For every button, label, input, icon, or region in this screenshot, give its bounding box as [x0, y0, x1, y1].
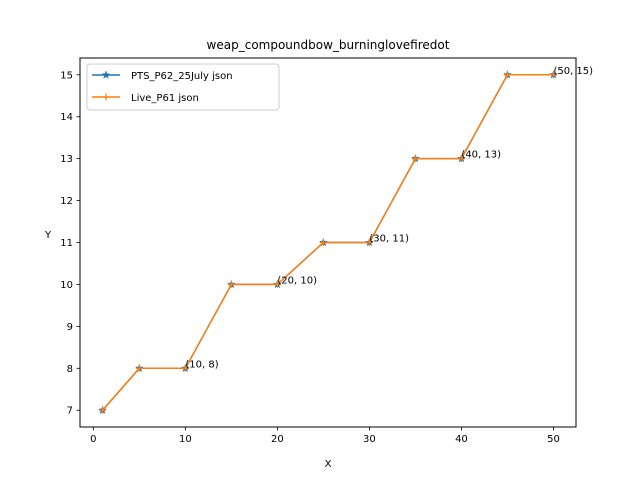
x-axis-label: X [325, 459, 332, 470]
series-2-point [273, 280, 281, 288]
y-tick-label: 12 [60, 196, 73, 207]
point-annotation: (50, 15) [553, 66, 593, 77]
y-tick-label: 7 [67, 406, 73, 417]
legend-label-1: PTS_P62_25July json [131, 71, 233, 82]
series-2-point [135, 364, 143, 372]
y-tick-label: 8 [67, 364, 73, 375]
y-tick-label: 15 [60, 70, 73, 81]
series-layer [98, 70, 558, 415]
series-2-point [549, 71, 557, 79]
chart-title: weap_compoundbow_burninglovefiredot [207, 38, 450, 52]
y-tick-label: 9 [67, 322, 73, 333]
x-tick-label: 10 [179, 434, 192, 445]
point-annotation: (40, 13) [461, 150, 501, 161]
legend-box [86, 63, 280, 111]
x-tick-label: 50 [547, 434, 560, 445]
x-tick-label: 20 [271, 434, 284, 445]
series-2-point [457, 155, 465, 163]
series-2-point [319, 239, 327, 246]
series-2-point [503, 71, 511, 79]
series-2-point [411, 155, 419, 163]
y-axis-label: Y [44, 230, 52, 241]
series-2-point [181, 364, 189, 372]
series-2-point [227, 280, 235, 288]
legend: PTS_P62_25July json Live_P61 json [86, 63, 280, 111]
x-tick-label: 0 [90, 434, 96, 445]
y-tick-label: 13 [60, 154, 73, 165]
legend-star-marker [101, 70, 111, 79]
legend-plus-marker [102, 93, 110, 101]
x-tick-label: 30 [363, 434, 376, 445]
point-annotation: (10, 8) [185, 359, 218, 370]
x-axis: 0 10 20 30 40 50 [90, 427, 560, 445]
series-2-point [365, 239, 373, 246]
point-annotation: (30, 11) [369, 234, 409, 245]
y-axis: 7 8 9 10 11 12 13 14 15 [60, 70, 80, 417]
series-2-point [99, 406, 107, 414]
y-tick-label: 11 [60, 238, 73, 249]
point-annotation: (20, 10) [277, 275, 317, 286]
x-tick-label: 40 [455, 434, 468, 445]
y-tick-label: 14 [60, 112, 73, 123]
legend-label-2: Live_P61 json [131, 93, 199, 104]
annotations: (10, 8) (20, 10) (30, 11) (40, 13) (50, 15) [185, 66, 593, 371]
y-tick-label: 10 [60, 280, 73, 291]
